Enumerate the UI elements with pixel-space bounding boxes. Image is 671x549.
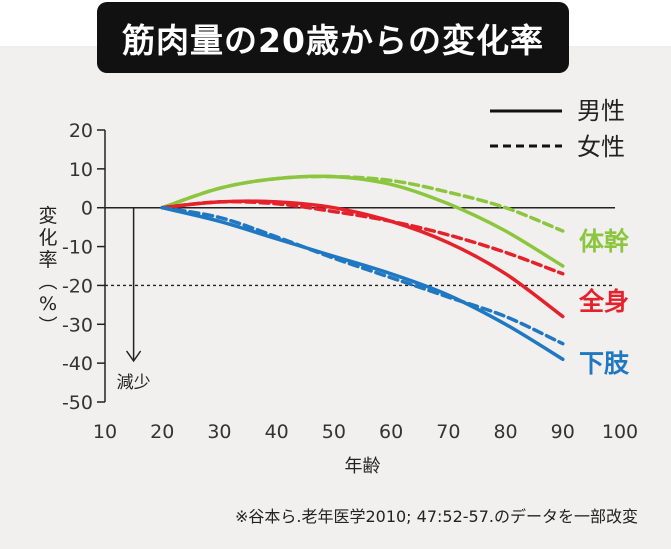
- y-tick-label: -10: [62, 237, 93, 259]
- series-line-lower-limb-female: [160, 205, 565, 346]
- title-banner: 筋肉量の20歳からの変化率: [97, 2, 569, 73]
- series-label-trunk: 体幹: [579, 227, 630, 256]
- legend-label-female: 女性: [577, 133, 625, 161]
- legend-label-male: 男性: [577, 97, 625, 125]
- series-line-whole-body-female: [160, 199, 565, 276]
- chart-title: 筋肉量の20歳からの変化率: [122, 20, 544, 60]
- series-line-lower-limb-male: [160, 205, 565, 362]
- series-label-whole-body: 全身: [578, 287, 629, 316]
- x-tick-label: 30: [207, 421, 231, 443]
- x-tick-label: 10: [93, 421, 117, 443]
- decrease-arrow-head: [125, 350, 142, 363]
- y-tick-label: 0: [81, 198, 93, 220]
- x-axis-label: 年齢: [345, 456, 381, 477]
- y-tick-label: -30: [62, 314, 93, 336]
- decrease-label: 減少: [117, 373, 151, 393]
- x-tick-label: 60: [379, 421, 403, 443]
- chart-panel: [0, 46, 671, 549]
- x-tick-label: 50: [322, 421, 346, 443]
- x-tick-label: 90: [551, 421, 575, 443]
- y-axis-label-char: %: [39, 293, 57, 315]
- x-tick-label: 80: [493, 421, 517, 443]
- y-axis-label-char: ）: [36, 315, 58, 334]
- x-tick-label: 40: [265, 421, 289, 443]
- x-tick-label: 20: [150, 421, 174, 443]
- y-tick-label: -40: [62, 353, 93, 375]
- y-tick-label: 10: [69, 159, 93, 181]
- x-tick-label: 70: [436, 421, 460, 443]
- legend: 男性 女性: [490, 97, 625, 161]
- source-note: ※谷本ら.老年医学2010; 47:52-57.のデータを一部改変: [235, 507, 638, 526]
- series-label-lower-limb: 下肢: [579, 349, 630, 378]
- y-axis-label-char: 変: [38, 205, 57, 227]
- y-axis-label-char: 化: [38, 227, 57, 249]
- y-tick-label: -50: [62, 392, 93, 414]
- x-tick-label: 100: [602, 421, 638, 443]
- series-lines: [160, 174, 565, 362]
- y-axis-label-char: （: [36, 271, 58, 290]
- y-axis-label-char: 率: [38, 249, 57, 271]
- y-tick-label: -20: [62, 275, 93, 297]
- y-axis-label: 変化率（%）: [36, 205, 58, 335]
- y-tick-label: 20: [69, 120, 93, 142]
- series-line-trunk-female: [160, 174, 565, 233]
